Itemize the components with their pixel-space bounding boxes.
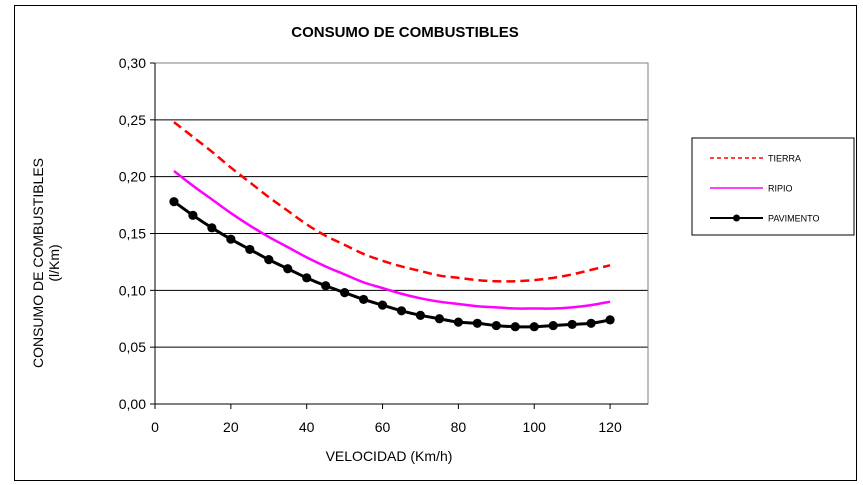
legend-label-tierra: TIERRA: [768, 154, 801, 164]
y-tick-label: 0,25: [119, 112, 146, 128]
data-point-pavimento: [453, 317, 463, 327]
data-point-pavimento: [605, 315, 615, 325]
data-point-pavimento: [358, 294, 369, 305]
data-point-pavimento: [302, 273, 312, 283]
series-line-ripio: [173, 169, 611, 310]
y-axis-label-line2: (l/Km): [46, 244, 62, 281]
data-point-pavimento: [529, 322, 539, 332]
data-point-pavimento: [321, 281, 331, 291]
x-tick-label: 0: [151, 419, 159, 435]
data-point-pavimento: [283, 264, 293, 274]
data-point-pavimento: [434, 314, 445, 324]
y-tick-label: 0,20: [119, 169, 146, 185]
x-tick-label: 120: [598, 419, 622, 435]
plot-area: 0,00 0,05 0,10 0,15 0,20 0,25 0,30 0 20 40 60 80 100…: [119, 55, 649, 435]
y-tick-label: 0,15: [119, 226, 146, 242]
data-point-pavimento: [188, 210, 198, 220]
data-point-pavimento: [415, 310, 426, 320]
legend-marker-pavimento: [733, 214, 740, 222]
data-point-pavimento: [567, 319, 577, 330]
y-axis-label-line1: CONSUMO DE COMBUSTIBLES: [30, 158, 46, 368]
data-point-pavimento: [245, 244, 255, 255]
data-point-pavimento: [377, 300, 388, 310]
chart-svg: CONSUMO DE COMBUSTIBLES VELOCIDAD (Km/h)…: [30, 24, 855, 464]
data-point-pavimento: [548, 320, 558, 331]
data-point-pavimento: [396, 306, 407, 316]
x-tick-label: 40: [299, 419, 315, 435]
x-tick-label: 20: [223, 419, 239, 435]
chart-frame: CONSUMO DE COMBUSTIBLES VELOCIDAD (Km/h)…: [14, 5, 857, 481]
x-tick-label: 80: [451, 419, 467, 435]
x-axis-label: VELOCIDAD (Km/h): [326, 448, 453, 464]
legend-label-ripio: RIPIO: [768, 184, 793, 194]
chart-title: CONSUMO DE COMBUSTIBLES: [291, 24, 519, 41]
legend-label-pavimento: PAVIMENTO: [768, 214, 820, 224]
data-point-pavimento: [510, 322, 520, 332]
data-point-pavimento: [491, 320, 501, 331]
x-tick-label: 60: [375, 419, 391, 435]
y-tick-label: 0,30: [119, 55, 146, 71]
data-point-pavimento: [472, 318, 482, 328]
series-line-tierra: [173, 121, 611, 283]
y-tick-label: 0,00: [119, 396, 146, 412]
y-tick-label: 0,10: [119, 282, 146, 298]
x-tick-label: 100: [523, 419, 547, 435]
data-point-pavimento: [169, 197, 179, 207]
data-point-pavimento: [586, 318, 596, 328]
data-point-pavimento: [264, 255, 274, 265]
legend: TIERRA RIPIO PAVIMENTO: [691, 137, 855, 236]
data-point-pavimento: [226, 234, 236, 244]
data-point-pavimento: [207, 223, 217, 233]
data-point-pavimento: [340, 288, 350, 298]
y-tick-label: 0,05: [119, 339, 146, 355]
